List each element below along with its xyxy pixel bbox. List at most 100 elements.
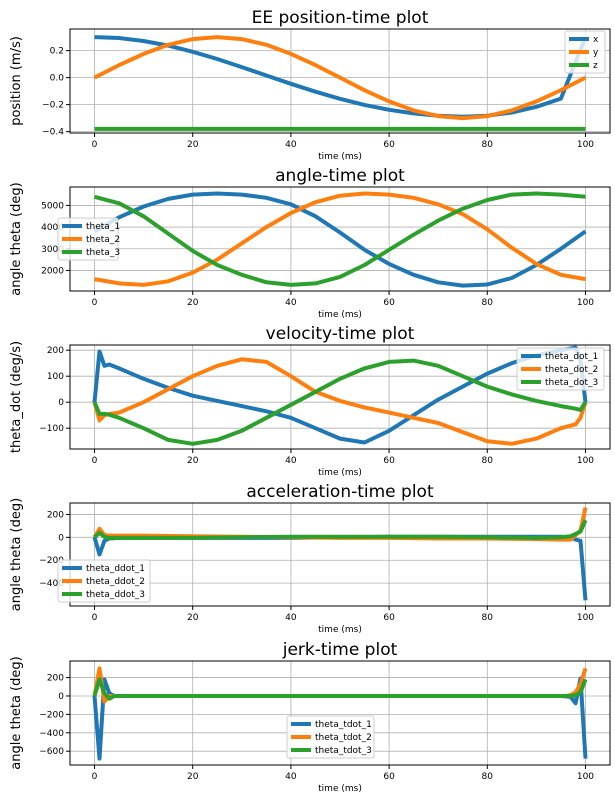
x-tick-label: 60	[383, 140, 395, 150]
series-group	[92, 666, 588, 761]
legend-label: theta_1	[86, 222, 120, 232]
legend: xyz	[564, 30, 606, 74]
series-line-theta_1	[93, 191, 587, 288]
x-tick-label: 0	[92, 613, 98, 623]
legend-box	[57, 559, 151, 603]
x-tick-label: 80	[482, 140, 494, 150]
legend-label: x	[593, 35, 599, 45]
panel-1: 0 20 40 60 80 100 −0.4 −0.2 0.0 0.2 time (ms) posit…	[9, 8, 611, 162]
legend: theta_tdot_1 theta_tdot_2 theta_tdot_3	[286, 715, 375, 759]
series-line-y	[93, 35, 587, 121]
x-tick-label: 0	[92, 140, 98, 150]
x-tick-label: 60	[383, 613, 395, 623]
legend-box	[57, 217, 119, 261]
series-group	[92, 345, 588, 446]
x-axis-label: time (ms)	[318, 625, 362, 635]
x-tick-label: 20	[187, 772, 199, 782]
x-tick-label: 0	[92, 456, 98, 466]
legend: theta_ddot_1 theta_ddot_2 theta_ddot_3	[57, 559, 151, 603]
y-tick-label: 200	[47, 510, 64, 520]
axes-frame	[69, 344, 611, 450]
y-tick-label: −400	[39, 729, 64, 739]
y-tick-label: 0	[58, 398, 64, 408]
plot-title: velocity-time plot	[266, 324, 415, 344]
legend-label: theta_dot_2	[545, 365, 598, 375]
legend-label: theta_2	[86, 235, 120, 245]
axes-frame	[69, 28, 611, 134]
y-axis-label: angle theta (deg)	[9, 498, 24, 611]
y-axis-label: angle theta (deg)	[9, 182, 24, 295]
x-axis-label: time (ms)	[318, 784, 362, 794]
x-tick-label: 80	[482, 456, 494, 466]
y-tick-label: −200	[39, 556, 64, 566]
x-axis-label: time (ms)	[318, 310, 362, 320]
y-tick-label: 4000	[41, 223, 64, 233]
x-tick-label: 20	[187, 613, 199, 623]
x-tick-label: 20	[187, 140, 199, 150]
series-group	[92, 507, 588, 601]
series-line-theta_tdot_3	[92, 677, 588, 701]
x-tick-label: 80	[482, 613, 494, 623]
legend-label: z	[593, 61, 598, 71]
y-axis-label: angle theta (deg)	[9, 656, 24, 769]
series-line-theta_dot_2	[92, 357, 588, 446]
y-axis-label: theta_dot (deg/s)	[9, 341, 24, 453]
x-tick-label: 100	[577, 456, 594, 466]
axes-frame	[69, 660, 611, 766]
legend: theta_dot_1 theta_dot_2 theta_dot_3	[516, 347, 605, 391]
legend: theta_1 theta_2 theta_3	[57, 217, 120, 261]
legend-box	[286, 715, 375, 759]
x-tick-label: 40	[285, 456, 297, 466]
legend-label: theta_tdot_2	[315, 733, 372, 743]
x-tick-label: 0	[92, 298, 98, 308]
y-tick-label: 200	[47, 346, 64, 356]
x-axis-label: time (ms)	[318, 468, 362, 478]
x-tick-label: 100	[577, 140, 594, 150]
y-tick-label: −200	[39, 710, 64, 720]
y-tick-label: 100	[47, 372, 64, 382]
series-group	[93, 35, 588, 131]
x-tick-label: 20	[187, 298, 199, 308]
y-tick-label: 5000	[41, 201, 64, 211]
y-tick-label: −0.2	[42, 101, 64, 111]
legend-label: theta_dot_3	[545, 378, 598, 388]
x-tick-label: 80	[482, 298, 494, 308]
x-tick-label: 20	[187, 456, 199, 466]
y-tick-label: −100	[39, 424, 64, 434]
series-line-theta_2	[94, 191, 586, 287]
legend-label: theta_ddot_3	[86, 590, 145, 600]
legend-label: theta_tdot_1	[315, 720, 372, 730]
plot-title: jerk-time plot	[282, 640, 398, 660]
y-tick-label: −600	[39, 747, 64, 757]
x-tick-label: 100	[577, 298, 594, 308]
plot-title: EE position-time plot	[252, 8, 429, 28]
x-tick-label: 100	[577, 772, 594, 782]
x-tick-label: 40	[285, 298, 297, 308]
axes-frame	[69, 502, 611, 607]
legend-label: theta_3	[86, 248, 120, 258]
series-group	[93, 191, 587, 288]
panel-4: 0 20 40 60 80 100 −400 −200 0 200 time (ms) angle t…	[9, 482, 611, 635]
x-tick-label: 100	[577, 613, 594, 623]
x-axis-label: time (ms)	[318, 152, 362, 162]
y-tick-label: 0.0	[50, 74, 65, 84]
x-tick-label: 60	[383, 456, 395, 466]
y-tick-label: 0.2	[50, 47, 64, 57]
x-tick-label: 60	[383, 298, 395, 308]
legend-label: y	[593, 48, 599, 58]
series-line-theta_dot_3	[92, 358, 588, 446]
panel-5: 0 20 40 60 80 100 −600 −400 −200 0 200 time (ms) ang…	[9, 640, 611, 794]
series-line-theta_ddot_1	[92, 534, 588, 601]
y-tick-label: −0.4	[42, 128, 64, 138]
plot-title: acceleration-time plot	[246, 482, 434, 502]
panel-2: 0 20 40 60 80 100 2000 3000 4000 5000 time (ms) ang…	[9, 166, 611, 320]
x-tick-label: 40	[285, 772, 297, 782]
y-tick-label: 200	[47, 674, 64, 684]
x-tick-label: 60	[383, 772, 395, 782]
plot-title: angle-time plot	[275, 166, 405, 186]
y-axis-label: position (m/s)	[9, 36, 24, 126]
legend-label: theta_dot_1	[545, 352, 598, 362]
legend-box	[516, 347, 605, 391]
x-tick-label: 0	[92, 772, 98, 782]
series-line-theta_ddot_3	[93, 519, 588, 540]
